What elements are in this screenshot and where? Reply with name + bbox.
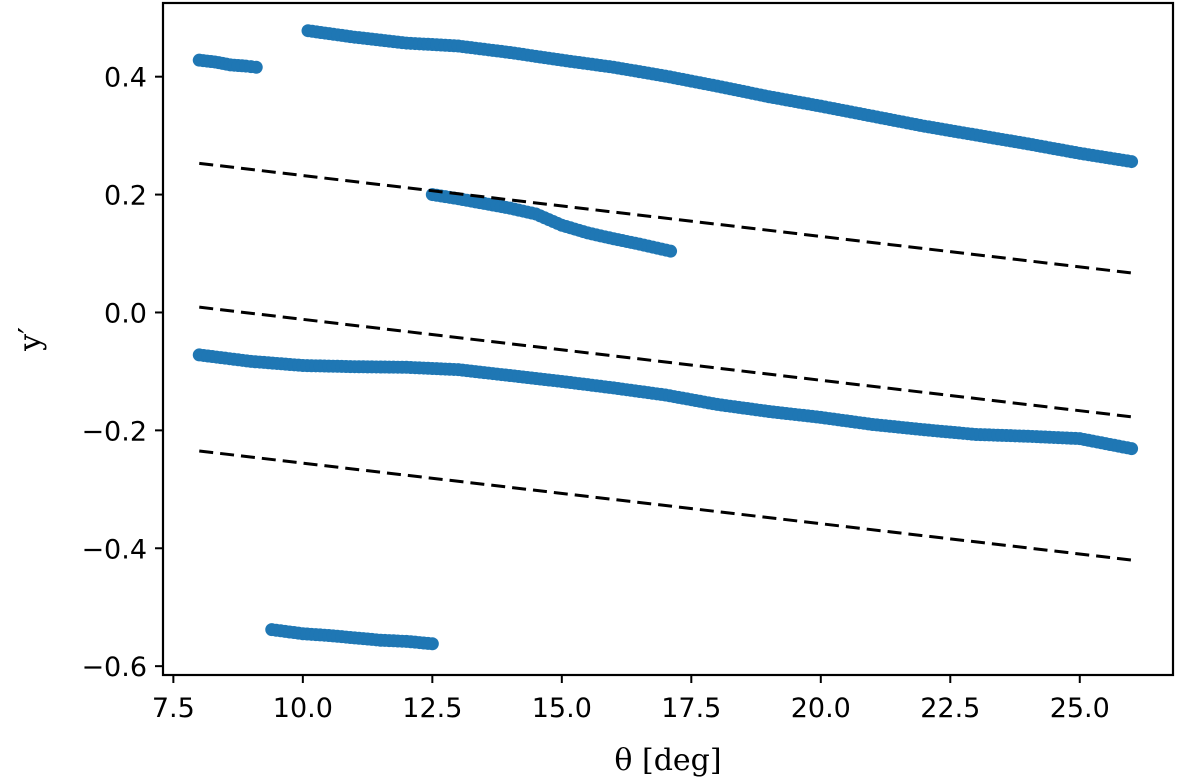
data-point [249, 60, 263, 74]
point-series-3 [192, 348, 1139, 456]
point-series-1 [301, 24, 1139, 169]
x-axis: 7.5 10.0 12.5 15.0 17.5 20.0 22.5 25.0 [152, 675, 1110, 724]
dashed-line-6 [199, 305, 1132, 419]
x-tick-label: 10.0 [273, 693, 333, 724]
plot-area [192, 24, 1139, 651]
x-tick-label: 12.5 [402, 693, 462, 724]
point-series-2 [425, 188, 678, 258]
point-series-4 [265, 623, 439, 651]
x-tick-label: 7.5 [152, 693, 195, 724]
dashed-line-7 [199, 449, 1132, 562]
data-point [425, 637, 439, 651]
dashed-line-5 [199, 161, 1132, 275]
plot-frame [161, 1, 1175, 677]
y-tick-label: −0.2 [81, 416, 147, 447]
y-axis-label: y′ [13, 327, 48, 352]
point-series-0 [192, 53, 263, 74]
y-tick-label: 0.2 [104, 181, 147, 212]
x-tick-label: 20.0 [791, 693, 851, 724]
x-tick-label: 22.5 [920, 693, 980, 724]
x-tick-label: 15.0 [532, 693, 592, 724]
data-point [1125, 442, 1139, 456]
y-tick-label: −0.4 [81, 534, 147, 565]
x-axis-label: θ [deg] [614, 743, 721, 778]
y-tick-label: 0.4 [104, 63, 147, 94]
data-point [1125, 155, 1139, 169]
data-point [664, 244, 678, 258]
y-axis: 0.4 0.2 0.0 −0.2 −0.4 −0.6 [81, 63, 163, 683]
y-tick-label: 0.0 [104, 298, 147, 329]
x-tick-label: 25.0 [1050, 693, 1110, 724]
y-tick-label: −0.6 [81, 652, 147, 683]
x-tick-label: 17.5 [661, 693, 721, 724]
